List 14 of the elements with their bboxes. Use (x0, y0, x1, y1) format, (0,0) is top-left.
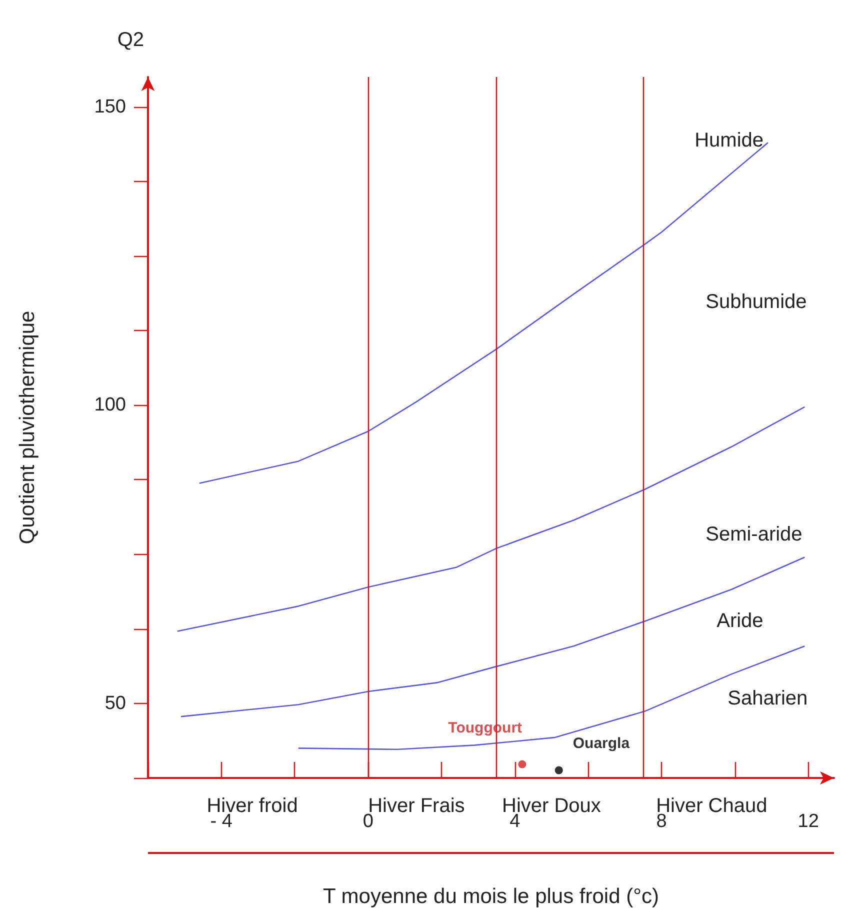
y-tick-label: 50 (104, 692, 126, 714)
annotation: Humide (694, 130, 764, 152)
series-label: Ouargla (572, 735, 630, 752)
annotation: Saharien (728, 688, 808, 710)
annotation: Aride (716, 610, 764, 632)
text: Q2 (117, 29, 144, 51)
x-tick-label: 12 (798, 811, 819, 832)
x-tick-label: 0 (362, 811, 374, 832)
annotation: Semi-aride (706, 523, 802, 546)
y-axis-title: Quotient pluviothermique (16, 310, 39, 544)
x-axis-title: T moyenne du mois le plus froid (°c) (323, 885, 659, 908)
y-tick-label: 100 (94, 394, 126, 416)
annotation: Subhumide (706, 290, 807, 313)
y-tick-label: 150 (94, 96, 126, 118)
